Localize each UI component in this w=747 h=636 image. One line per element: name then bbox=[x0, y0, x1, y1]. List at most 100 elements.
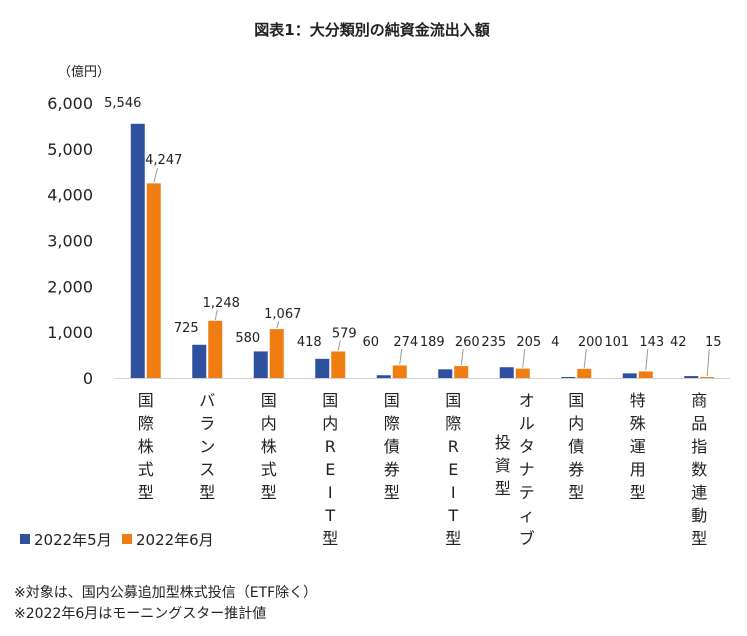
data-label: 4,247 bbox=[145, 153, 182, 168]
footnote-scope: ※対象は、国内公募追加型株式投信（ETF除く） bbox=[14, 585, 318, 601]
category-label-char: 国 bbox=[568, 391, 584, 410]
category-label-char: 株 bbox=[261, 437, 277, 456]
data-label: 60 bbox=[362, 335, 379, 350]
category-label-char: ナ bbox=[519, 460, 535, 479]
bar-may bbox=[622, 373, 637, 378]
category-label-char: 連 bbox=[691, 483, 707, 502]
category-label-char: 型 bbox=[138, 483, 154, 502]
y-tick-label: 0 bbox=[83, 369, 93, 388]
category-label-char: 型 bbox=[384, 483, 400, 502]
category-label-char: 内 bbox=[261, 414, 277, 433]
label-leader-line bbox=[276, 320, 280, 329]
bar-may bbox=[192, 344, 207, 378]
category-label-char: 国 bbox=[384, 391, 400, 410]
category-label-char: 殊 bbox=[630, 414, 646, 433]
category-label-char: T bbox=[447, 506, 458, 525]
legend-swatch bbox=[20, 534, 30, 544]
category-label-char: 式 bbox=[261, 460, 277, 479]
legend-label: 2022年5月 bbox=[34, 531, 112, 549]
category-label-char: E bbox=[448, 460, 458, 479]
label-leader-line bbox=[460, 348, 464, 366]
category-label-char: 指 bbox=[691, 437, 707, 456]
bar-may bbox=[130, 123, 145, 378]
category-label-char: T bbox=[324, 506, 335, 525]
bar-june bbox=[515, 368, 530, 378]
category-label-char: 券 bbox=[384, 460, 400, 479]
legend-label: 2022年6月 bbox=[136, 531, 214, 549]
bar-may bbox=[376, 375, 391, 378]
category-label-char: 型 bbox=[495, 479, 511, 498]
category-label-char: オ bbox=[519, 391, 535, 410]
category-label-char: 型 bbox=[630, 483, 646, 502]
category-label-char: 型 bbox=[199, 483, 215, 502]
bar-may bbox=[499, 367, 514, 378]
category-label-char: 品 bbox=[691, 414, 707, 433]
category-label-char: R bbox=[448, 437, 459, 456]
category-label-char: 型 bbox=[322, 529, 338, 548]
category-label-char: 型 bbox=[568, 483, 584, 502]
footnote-estimate: ※2022年6月はモーニングスター推計値 bbox=[14, 606, 267, 622]
label-leader-line bbox=[214, 309, 218, 320]
category-label-char: 国 bbox=[445, 391, 461, 410]
y-tick-label: 6,000 bbox=[47, 94, 93, 113]
category-label-char: 内 bbox=[322, 414, 338, 433]
data-label: 1,248 bbox=[203, 296, 240, 311]
category-label-char: 株 bbox=[138, 437, 154, 456]
category-label-char: 投 bbox=[495, 433, 511, 452]
category-label-char: タ bbox=[519, 437, 535, 456]
bar-june bbox=[454, 366, 469, 378]
bar-june bbox=[577, 368, 592, 378]
chart-title: 図表1：大分類別の純資金流出入額 bbox=[254, 21, 489, 39]
category-label-char: 債 bbox=[384, 437, 400, 456]
data-label: 101 bbox=[604, 335, 629, 350]
chart: 図表1：大分類別の純資金流出入額 （億円） 0 1,000 2,000 3,000 4,… bbox=[20, 21, 730, 549]
bar-june bbox=[146, 183, 161, 378]
category-label-char: 商 bbox=[691, 391, 707, 410]
category-label-char: テ bbox=[519, 483, 535, 502]
legend-swatch bbox=[122, 534, 132, 544]
category-label-char: E bbox=[325, 460, 335, 479]
category-label-char: 国 bbox=[261, 391, 277, 410]
label-leader-line bbox=[399, 348, 403, 365]
category-label-char: I bbox=[451, 483, 456, 502]
category-label-char: 際 bbox=[138, 414, 154, 433]
bar-may bbox=[253, 351, 268, 378]
label-leader-line bbox=[583, 348, 587, 368]
data-label: 580 bbox=[235, 331, 260, 346]
bar-may bbox=[315, 358, 330, 378]
category-label-char: R bbox=[325, 437, 336, 456]
data-label: 725 bbox=[174, 321, 199, 336]
label-leader-line bbox=[645, 348, 649, 371]
category-label-char: 際 bbox=[445, 414, 461, 433]
y-tick-label: 4,000 bbox=[47, 186, 93, 205]
bar-may bbox=[684, 376, 699, 378]
data-label: 418 bbox=[297, 335, 322, 350]
y-axis-unit: （億円） bbox=[58, 64, 110, 80]
y-tick-label: 3,000 bbox=[47, 232, 93, 251]
bar-june bbox=[269, 329, 284, 378]
data-label: 200 bbox=[578, 335, 603, 350]
category-label-char: 際 bbox=[384, 414, 400, 433]
category-label-char: バ bbox=[199, 391, 215, 410]
label-leader-line bbox=[706, 348, 710, 377]
category-label-char: 運 bbox=[630, 437, 646, 456]
category-label-char: 型 bbox=[261, 483, 277, 502]
category-label-char: 債 bbox=[568, 437, 584, 456]
data-label: 189 bbox=[420, 335, 445, 350]
bar-may bbox=[438, 369, 453, 378]
category-label-char: 国 bbox=[322, 391, 338, 410]
category-label-char: 用 bbox=[630, 460, 646, 479]
data-label: 42 bbox=[670, 335, 687, 350]
label-leader-line bbox=[522, 348, 526, 368]
bar-june bbox=[638, 371, 653, 378]
bar-june bbox=[208, 320, 223, 378]
category-label-char: 資 bbox=[495, 456, 511, 475]
data-label: 274 bbox=[393, 335, 418, 350]
label-leader-line bbox=[153, 167, 159, 183]
category-label-char: 型 bbox=[691, 529, 707, 548]
bar-june bbox=[331, 351, 346, 378]
y-tick-label: 2,000 bbox=[47, 277, 93, 296]
category-label-char: 数 bbox=[691, 460, 707, 479]
y-tick-label: 5,000 bbox=[47, 140, 93, 159]
data-label: 4 bbox=[551, 335, 559, 350]
